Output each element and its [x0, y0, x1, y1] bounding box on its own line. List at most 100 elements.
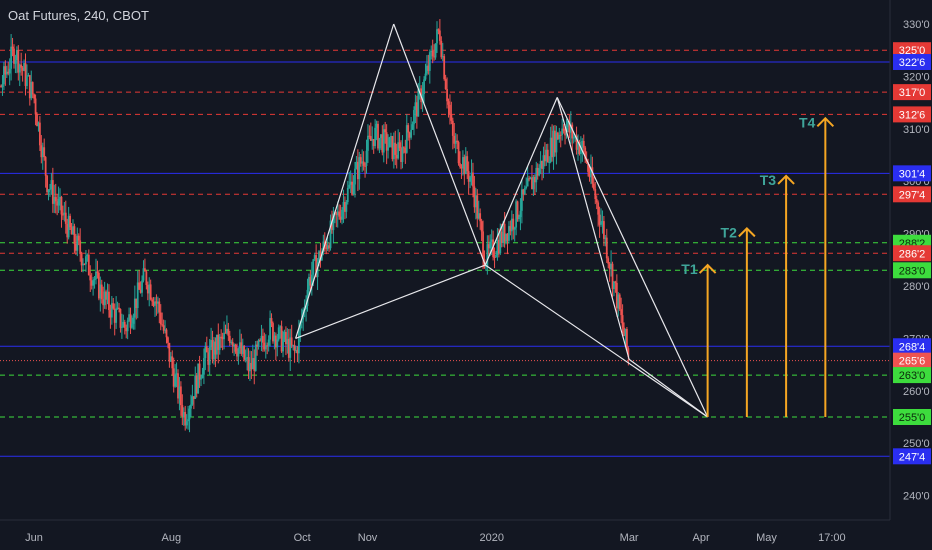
candle-body [14, 60, 17, 64]
candle-body [568, 121, 571, 133]
candle-body [456, 140, 459, 143]
level-label-box [893, 409, 931, 425]
target-label: T4 [799, 114, 816, 130]
candle-body [502, 223, 505, 243]
candle-body [217, 334, 220, 350]
candle-body [523, 188, 526, 195]
candle-body [106, 291, 109, 300]
chart-title: Oat Futures, 240, CBOT [8, 8, 149, 23]
candle-body [17, 49, 20, 73]
level-label-box [893, 84, 931, 101]
candle-body [496, 239, 499, 255]
candle-body [364, 165, 366, 167]
candle-body [342, 202, 345, 210]
level-label: 268'4 [899, 341, 926, 353]
candle-body [200, 378, 202, 380]
target-label: T2 [721, 224, 738, 240]
candle-body [136, 282, 139, 308]
candle-body [346, 187, 349, 203]
level-label-box [893, 245, 931, 262]
candle-body [152, 301, 155, 306]
candle-body [385, 132, 388, 151]
candle-body [430, 50, 433, 53]
level-label: 283'0 [899, 265, 926, 277]
candle-body [588, 171, 591, 178]
candle-body [292, 344, 295, 346]
candle-body [597, 202, 600, 215]
candle-body [578, 142, 581, 154]
candle-body [421, 94, 424, 103]
candle-body [531, 177, 533, 190]
candle-body [26, 76, 28, 86]
candle-body [341, 209, 343, 220]
candle-body [581, 140, 584, 149]
candle-body [7, 71, 10, 74]
candle-body [571, 124, 574, 139]
candle-body [287, 338, 290, 358]
candle-body [154, 301, 156, 306]
candle-body [548, 162, 551, 164]
candle-body [279, 326, 282, 328]
candle-body [59, 196, 61, 200]
level-label-box [893, 367, 931, 384]
candle-body [289, 337, 292, 358]
candle-body [54, 197, 57, 202]
target-arrow-head [816, 116, 835, 128]
candle-body [4, 66, 7, 75]
candle-body [371, 139, 374, 141]
candle-body [450, 114, 453, 121]
candle-body [387, 147, 389, 151]
candle-body [113, 308, 116, 323]
candle-body [37, 122, 40, 127]
candle-body [604, 237, 607, 239]
candle-body [205, 346, 208, 353]
candle-body [512, 218, 515, 230]
candle-body [110, 303, 113, 318]
candle-body [404, 147, 407, 153]
candle-body [487, 244, 490, 249]
candle-body [297, 330, 300, 354]
candle-body [453, 135, 456, 144]
pattern-line [556, 97, 709, 418]
candle-body [201, 374, 204, 379]
candle-body [207, 352, 210, 365]
candle-body [86, 254, 89, 257]
candle-body [70, 227, 73, 235]
candle-body [210, 340, 213, 347]
candle-body [348, 184, 351, 188]
candle-body [417, 89, 420, 117]
candle-body [336, 211, 339, 216]
candle-body [213, 341, 215, 360]
candle-body [344, 202, 346, 212]
candle-body [485, 266, 487, 268]
candle-body [542, 155, 545, 169]
candle-body [558, 134, 561, 140]
candle-body [73, 226, 76, 244]
candle-body [392, 142, 395, 160]
x-tick-label: Jun [25, 532, 43, 544]
candle-body [220, 336, 223, 338]
candle-body [490, 239, 493, 242]
candle-body [247, 357, 250, 372]
candle-body [260, 335, 263, 341]
candle-body [169, 356, 172, 362]
candle-body [463, 157, 466, 175]
candle-body [151, 299, 154, 302]
candle-body [305, 305, 307, 309]
candle-body [89, 275, 92, 281]
target-arrow-head [698, 263, 717, 274]
level-label-box [893, 352, 931, 369]
candle-body [102, 299, 105, 306]
candle-body [358, 157, 361, 180]
candle-body [283, 331, 286, 340]
candle-body [285, 331, 287, 345]
candle-body [601, 221, 604, 223]
candle-body [79, 240, 82, 254]
candle-body [31, 82, 34, 95]
time-axis[interactable]: Jun Aug Oct Nov 2020 Mar Apr May 17:00 [0, 519, 932, 550]
candle-body [408, 132, 411, 138]
candle-body [539, 160, 542, 169]
candle-body [214, 341, 217, 355]
candle-body [391, 136, 394, 160]
